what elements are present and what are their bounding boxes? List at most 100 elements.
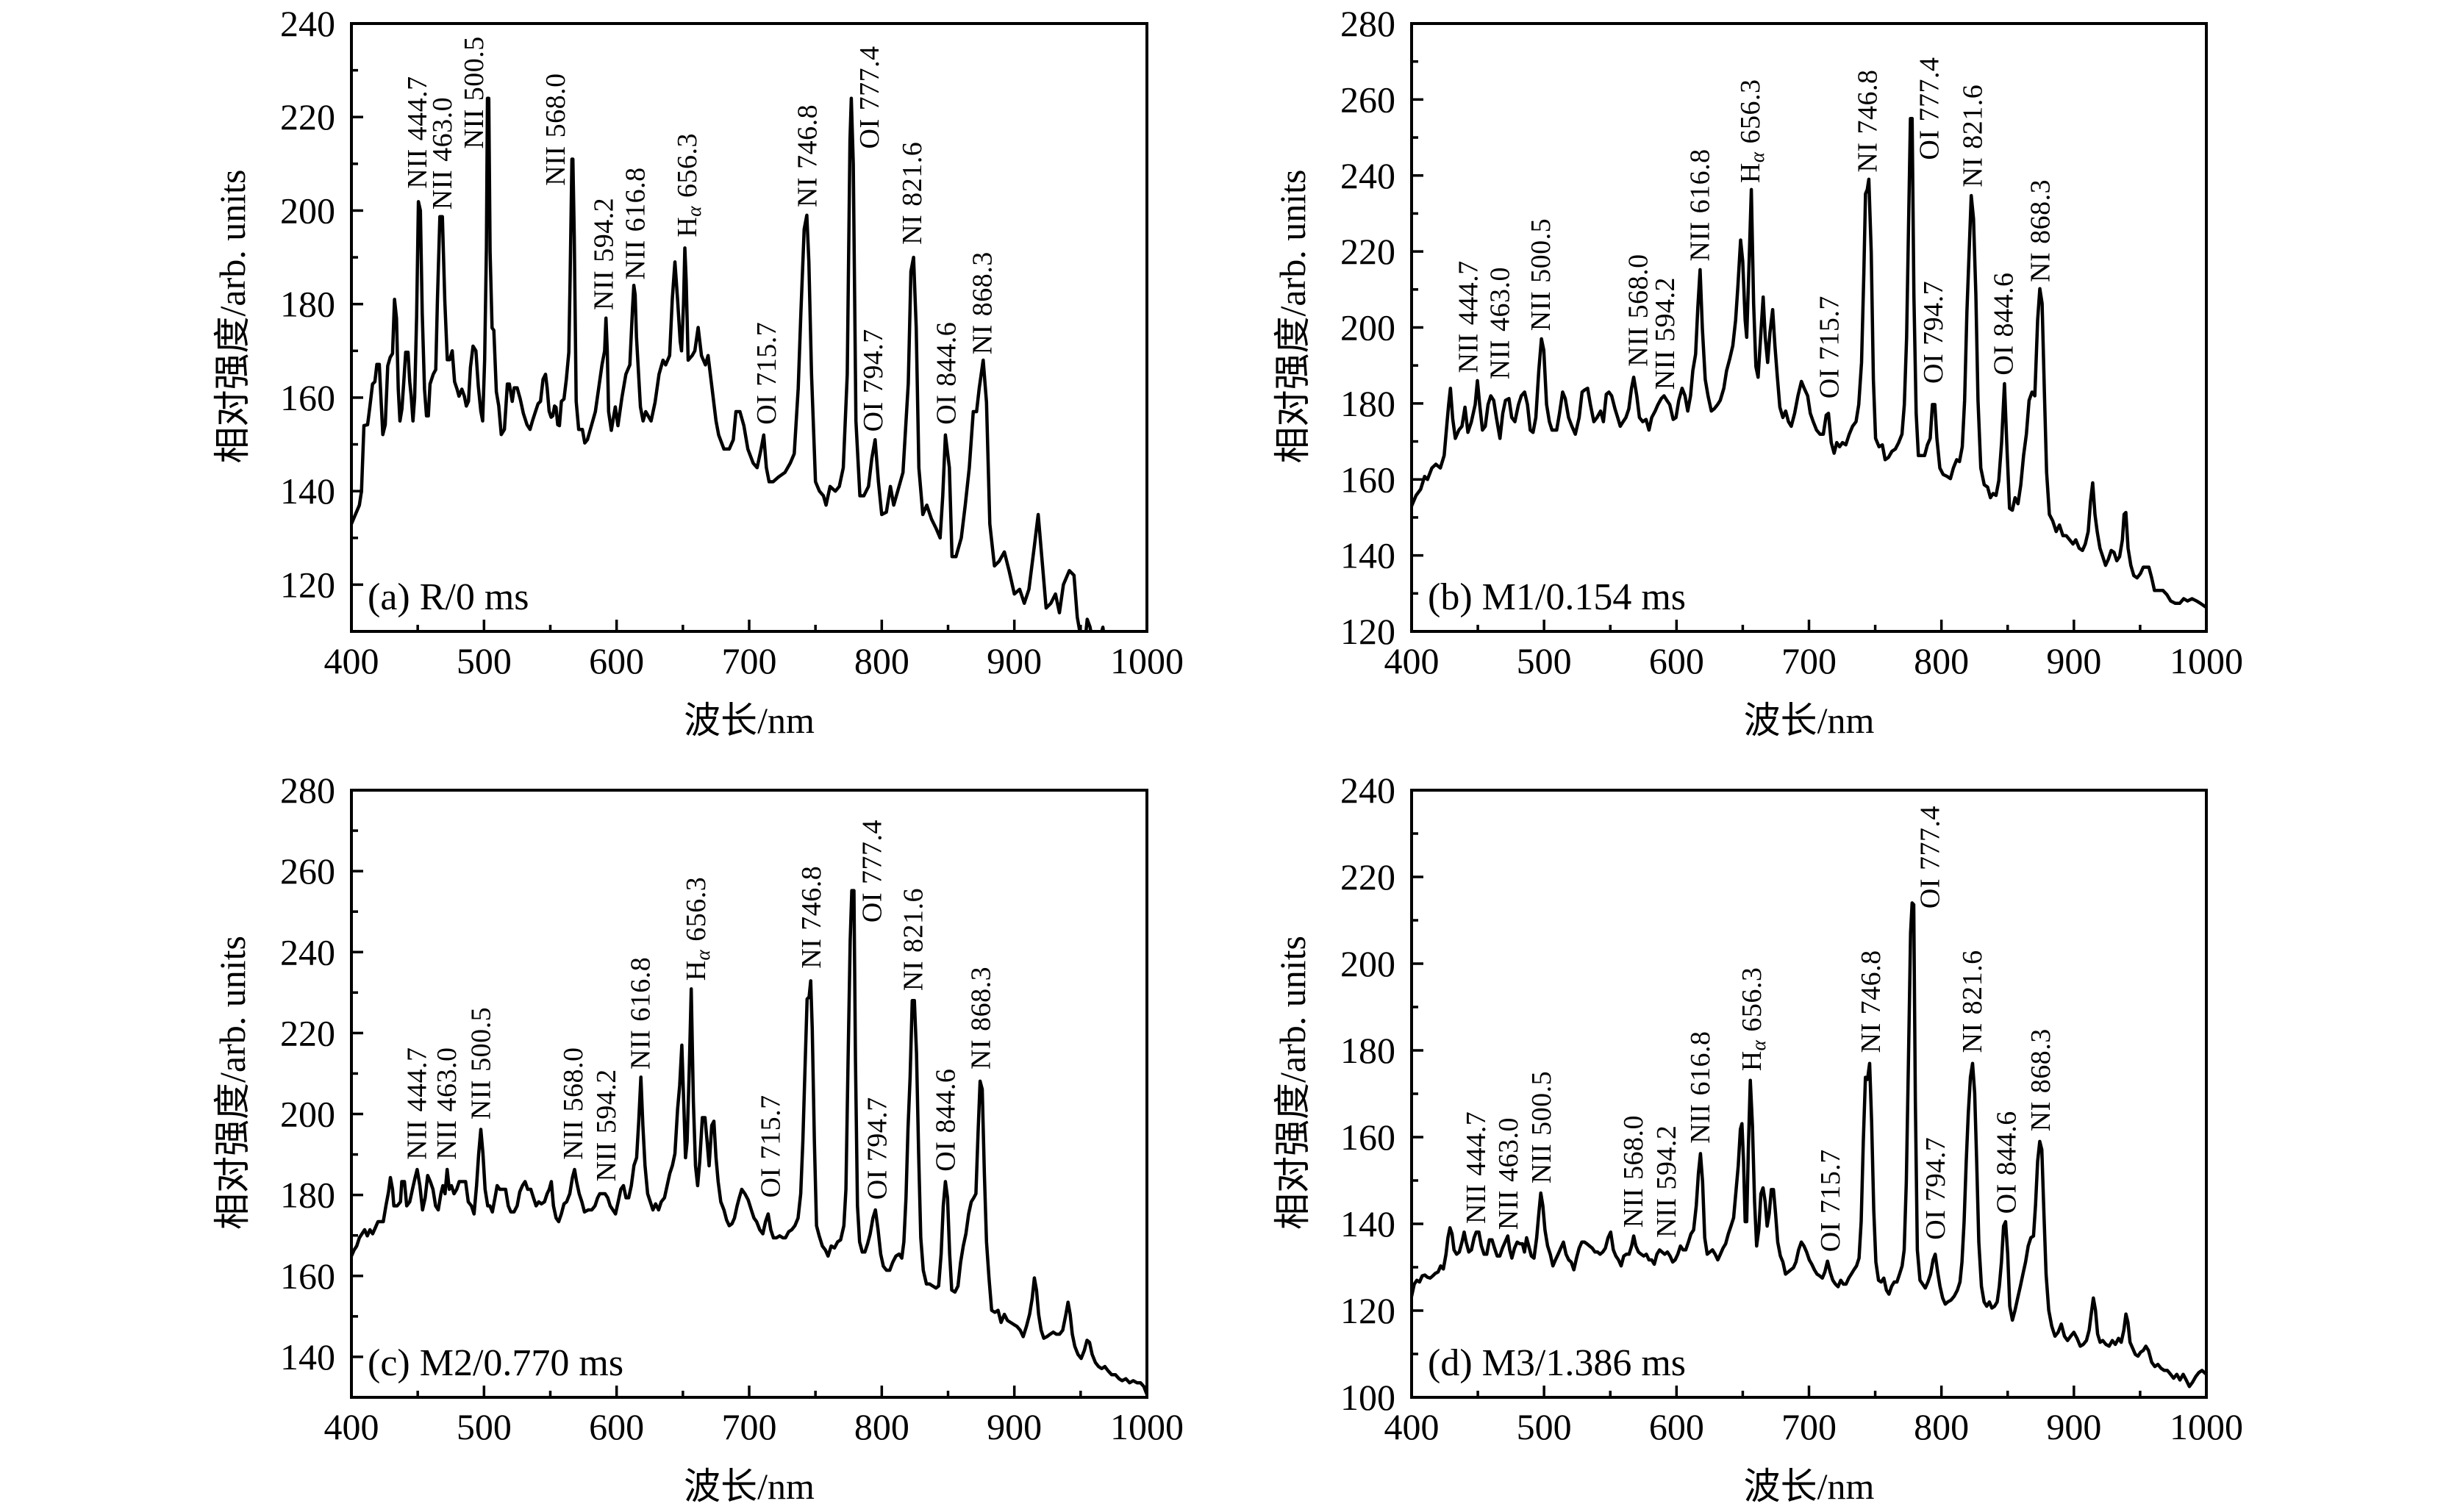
peak-species: NI xyxy=(1856,1022,1887,1053)
peak-species: OI xyxy=(932,395,962,425)
peak-species: NII xyxy=(1461,1184,1492,1224)
y-tick-label: 240 xyxy=(1340,770,1395,811)
peak-species: OI xyxy=(862,1169,893,1200)
peak-wavelength: 821.6 xyxy=(1957,950,1988,1014)
peak-wavelength: 777.4 xyxy=(1915,806,1946,870)
x-tick-label: 600 xyxy=(589,640,644,681)
peak-label: NII 500.5 xyxy=(459,36,490,148)
peak-wavelength: 746.8 xyxy=(1856,950,1887,1014)
y-tick-label: 240 xyxy=(280,3,335,44)
x-tick-label: 400 xyxy=(324,1406,379,1447)
x-tick-label: 1000 xyxy=(2170,640,2243,681)
x-tick-label: 600 xyxy=(589,1406,644,1447)
peak-wavelength: 616.8 xyxy=(1685,1031,1716,1096)
peak-species: NII xyxy=(1685,1104,1716,1144)
x-axis-title: 波长/nm xyxy=(684,1466,815,1507)
peak-species: NI xyxy=(2025,252,2056,282)
peak-label: OI 844.6 xyxy=(931,1069,962,1172)
peak-species: NI xyxy=(792,177,823,207)
y-tick-label: 180 xyxy=(1340,383,1395,424)
peak-species: H xyxy=(1737,1050,1767,1071)
peak-label: NII 500.5 xyxy=(466,1007,497,1119)
peak-label: OI 777.4 xyxy=(854,46,885,148)
panel-label: (c) M2/0.770 ms xyxy=(368,1342,623,1384)
y-tick-label: 200 xyxy=(280,190,335,231)
peak-wavelength: 568.0 xyxy=(1623,254,1653,318)
peak-species: OI xyxy=(931,1142,962,1172)
peak-label: NI 868.3 xyxy=(967,251,998,354)
x-axis-title: 波长/nm xyxy=(1744,1466,1875,1507)
peak-wavelength: 746.8 xyxy=(796,866,827,931)
peak-wavelength: 715.7 xyxy=(1815,1149,1846,1214)
peak-label: Hα 656.3 xyxy=(681,877,714,981)
peak-species: OI xyxy=(1989,345,2020,375)
x-tick-label: 500 xyxy=(457,640,512,681)
peak-species: NI xyxy=(1958,157,1989,187)
peak-wavelength: 616.8 xyxy=(1684,148,1715,213)
peak-label: NII 444.7 xyxy=(1461,1111,1492,1224)
peak-label: NII 594.2 xyxy=(1651,1125,1682,1238)
peak-label: OI 844.6 xyxy=(1989,272,2020,375)
peak-species: NII xyxy=(432,1120,462,1160)
peak-label: NI 821.6 xyxy=(1957,950,1988,1053)
peak-label: NI 746.8 xyxy=(1853,69,1884,172)
peak-species: NII xyxy=(626,1030,657,1069)
peak-wavelength: 463.0 xyxy=(427,97,458,162)
y-tick-label: 280 xyxy=(1340,3,1395,44)
x-tick-label: 500 xyxy=(1517,640,1572,681)
peak-wavelength: 444.7 xyxy=(402,76,433,140)
peak-wavelength: 444.7 xyxy=(1453,260,1484,325)
y-tick-label: 160 xyxy=(1340,1117,1395,1158)
panel-d: 400 500 600 700 800 900 1000 100 120 140 160 180 200… xyxy=(1272,770,2243,1507)
peak-wavelength: 568.0 xyxy=(540,73,571,137)
peak-wavelength: 868.3 xyxy=(2025,179,2056,244)
x-tick-label: 900 xyxy=(987,1406,1042,1447)
peak-label: NI 821.6 xyxy=(897,142,928,245)
peak-label: NII 444.7 xyxy=(401,1047,432,1160)
peak-wavelength: 500.5 xyxy=(466,1007,497,1072)
x-tick-label: 800 xyxy=(1914,1406,1969,1447)
peak-species: NII xyxy=(1618,1188,1649,1228)
peak-species: OI xyxy=(854,118,885,148)
peak-label: NII 594.2 xyxy=(591,1069,622,1181)
x-tick-label: 600 xyxy=(1649,640,1704,681)
peak-label: OI 844.6 xyxy=(932,322,962,425)
y-tick-label: 200 xyxy=(1340,943,1395,984)
peak-species: NII xyxy=(466,1080,497,1119)
peak-species: NI xyxy=(2025,1101,2056,1131)
spectrum-line xyxy=(1412,116,2206,609)
peak-species: NII xyxy=(1526,1144,1557,1183)
x-tick-label: 1000 xyxy=(1110,1406,1184,1447)
peak-label: NII 616.8 xyxy=(626,957,657,1069)
peak-wavelength: 844.6 xyxy=(932,322,962,387)
spectrum-line xyxy=(351,889,1147,1397)
spectrum-line xyxy=(1412,901,2206,1389)
peak-label: Hα 656.3 xyxy=(1735,79,1768,183)
y-tick-label: 140 xyxy=(280,1336,335,1377)
peak-species: OI xyxy=(1914,129,1945,160)
y-axis-title: 相对强度/arb. units xyxy=(1272,170,1313,464)
x-tick-label: 700 xyxy=(722,1406,777,1447)
peak-label: NI 746.8 xyxy=(796,866,827,969)
x-tick-label: 1000 xyxy=(2170,1406,2243,1447)
peak-wavelength: 656.3 xyxy=(672,133,703,198)
peak-wavelength: 746.8 xyxy=(1853,69,1884,134)
peak-species: NII xyxy=(401,1120,432,1160)
panel-c: 400 500 600 700 800 900 1000 140 160 180 200 220 240… xyxy=(212,770,1184,1507)
peak-label: NII 568.0 xyxy=(540,73,571,185)
peak-label: NI 821.6 xyxy=(898,888,929,991)
x-tick-label: 500 xyxy=(457,1406,512,1447)
peak-label: NI 746.8 xyxy=(1856,950,1887,1053)
peak-species: NII xyxy=(558,1120,589,1160)
peak-label: OI 777.4 xyxy=(857,820,888,922)
peak-label: Hα 656.3 xyxy=(1737,967,1770,1072)
peak-label: OI 715.7 xyxy=(755,1094,786,1197)
y-tick-label: 140 xyxy=(1340,535,1395,576)
y-axis-title: 相对强度/arb. units xyxy=(1272,936,1313,1230)
peak-wavelength: 444.7 xyxy=(401,1047,432,1112)
peak-wavelength: 868.3 xyxy=(966,967,997,1031)
x-tick-label: 800 xyxy=(1914,640,1969,681)
y-tick-label: 160 xyxy=(280,1255,335,1297)
peak-species-subscript: α xyxy=(683,206,705,217)
y-tick-label: 180 xyxy=(280,1175,335,1216)
